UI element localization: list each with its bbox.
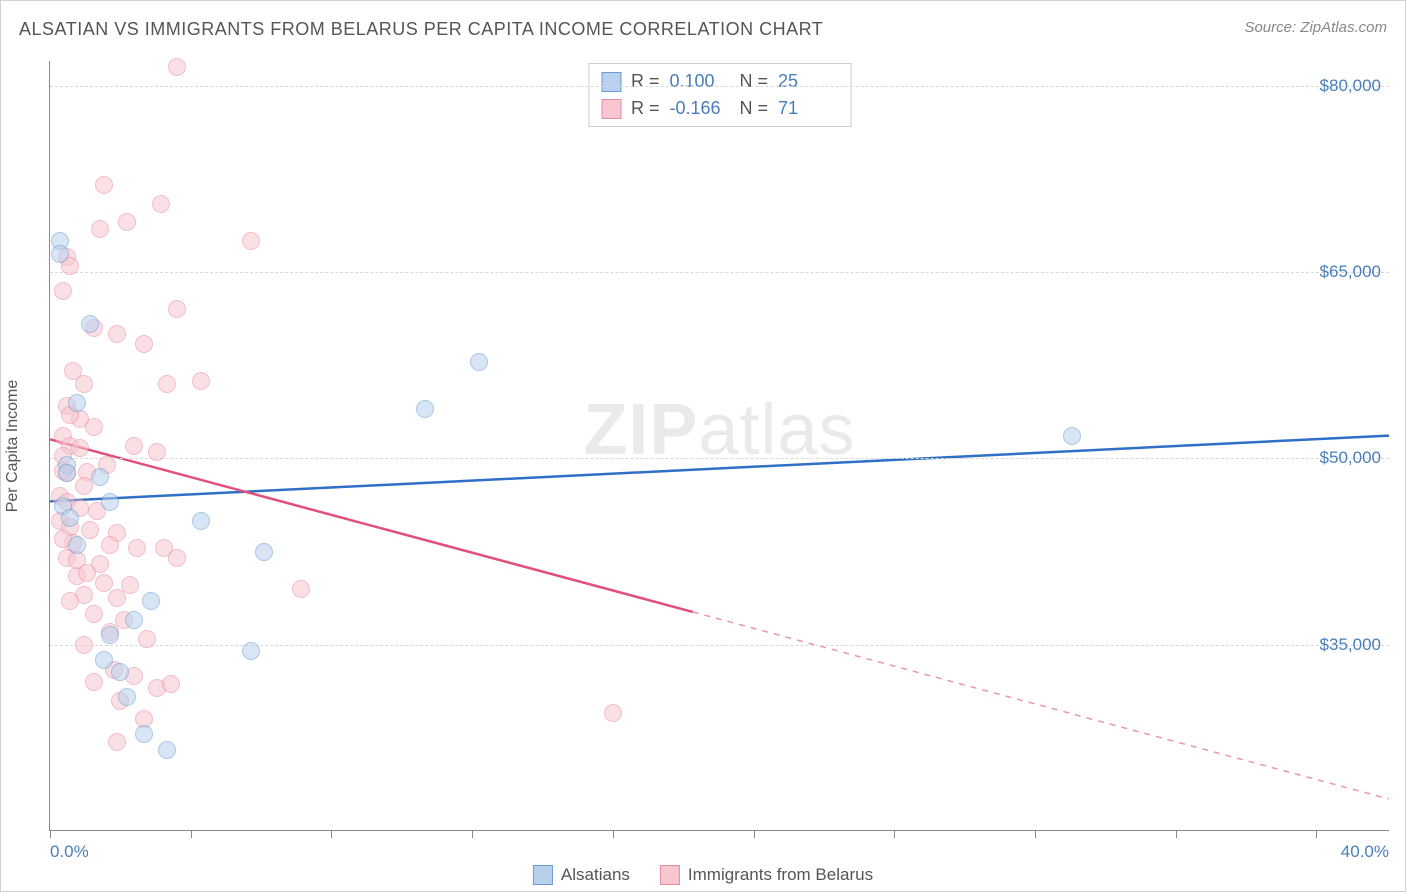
- x-tick: [472, 830, 473, 838]
- data-point: [158, 741, 176, 759]
- x-axis-min-label: 0.0%: [50, 842, 89, 862]
- correlation-legend: R = 0.100 N = 25 R = -0.166 N = 71: [588, 63, 851, 127]
- data-point: [168, 300, 186, 318]
- x-tick: [754, 830, 755, 838]
- x-tick: [50, 830, 51, 838]
- data-point: [152, 195, 170, 213]
- data-point: [71, 439, 89, 457]
- data-point: [68, 536, 86, 554]
- data-point: [135, 335, 153, 353]
- data-point: [128, 539, 146, 557]
- data-point: [138, 630, 156, 648]
- plot-area: ZIPatlas R = 0.100 N = 25 R = -0.166 N =…: [49, 61, 1389, 831]
- data-point: [85, 673, 103, 691]
- data-point: [111, 663, 129, 681]
- x-tick: [331, 830, 332, 838]
- y-tick-label: $50,000: [1320, 448, 1381, 468]
- gridline: [50, 272, 1389, 273]
- x-tick: [1035, 830, 1036, 838]
- data-point: [162, 675, 180, 693]
- data-point: [54, 282, 72, 300]
- data-point: [108, 325, 126, 343]
- data-point: [95, 176, 113, 194]
- data-point: [142, 592, 160, 610]
- data-point: [416, 400, 434, 418]
- data-point: [75, 375, 93, 393]
- data-point: [125, 611, 143, 629]
- x-tick: [1316, 830, 1317, 838]
- data-point: [108, 589, 126, 607]
- data-point: [292, 580, 310, 598]
- data-point: [118, 688, 136, 706]
- data-point: [192, 372, 210, 390]
- trend-lines-svg: [50, 61, 1389, 830]
- swatch-series-1: [601, 99, 621, 119]
- chart-source: Source: ZipAtlas.com: [1244, 19, 1387, 36]
- y-tick-label: $35,000: [1320, 635, 1381, 655]
- data-point: [242, 642, 260, 660]
- data-point: [58, 464, 76, 482]
- data-point: [81, 315, 99, 333]
- data-point: [604, 704, 622, 722]
- x-tick: [894, 830, 895, 838]
- data-point: [101, 626, 119, 644]
- data-point: [85, 605, 103, 623]
- data-point: [255, 543, 273, 561]
- data-point: [51, 245, 69, 263]
- series-legend: Alsatians Immigrants from Belarus: [533, 865, 873, 885]
- data-point: [61, 509, 79, 527]
- chart-title: ALSATIAN VS IMMIGRANTS FROM BELARUS PER …: [19, 19, 823, 40]
- data-point: [125, 437, 143, 455]
- x-axis-max-label: 40.0%: [1341, 842, 1389, 862]
- data-point: [85, 418, 103, 436]
- x-tick: [1176, 830, 1177, 838]
- data-point: [78, 564, 96, 582]
- swatch-series-0: [601, 72, 621, 92]
- data-point: [242, 232, 260, 250]
- data-point: [95, 574, 113, 592]
- gridline: [50, 86, 1389, 87]
- data-point: [75, 636, 93, 654]
- data-point: [75, 477, 93, 495]
- legend-item-series-1: Immigrants from Belarus: [660, 865, 873, 885]
- data-point: [81, 521, 99, 539]
- y-axis-title: Per Capita Income: [4, 380, 22, 513]
- data-point: [68, 394, 86, 412]
- correlation-chart: ALSATIAN VS IMMIGRANTS FROM BELARUS PER …: [0, 0, 1406, 892]
- x-tick: [613, 830, 614, 838]
- x-tick: [191, 830, 192, 838]
- data-point: [118, 213, 136, 231]
- y-tick-label: $65,000: [1320, 262, 1381, 282]
- y-tick-label: $80,000: [1320, 76, 1381, 96]
- data-point: [168, 58, 186, 76]
- swatch-series-1-icon: [660, 865, 680, 885]
- gridline: [50, 458, 1389, 459]
- data-point: [135, 725, 153, 743]
- legend-row-series-1: R = -0.166 N = 71: [601, 95, 838, 122]
- data-point: [61, 592, 79, 610]
- data-point: [470, 353, 488, 371]
- data-point: [148, 443, 166, 461]
- data-point: [192, 512, 210, 530]
- data-point: [168, 549, 186, 567]
- data-point: [95, 651, 113, 669]
- data-point: [91, 468, 109, 486]
- data-point: [101, 536, 119, 554]
- data-point: [1063, 427, 1081, 445]
- legend-item-series-0: Alsatians: [533, 865, 630, 885]
- legend-row-series-0: R = 0.100 N = 25: [601, 68, 838, 95]
- data-point: [91, 220, 109, 238]
- swatch-series-0-icon: [533, 865, 553, 885]
- data-point: [101, 493, 119, 511]
- data-point: [158, 375, 176, 393]
- data-point: [108, 733, 126, 751]
